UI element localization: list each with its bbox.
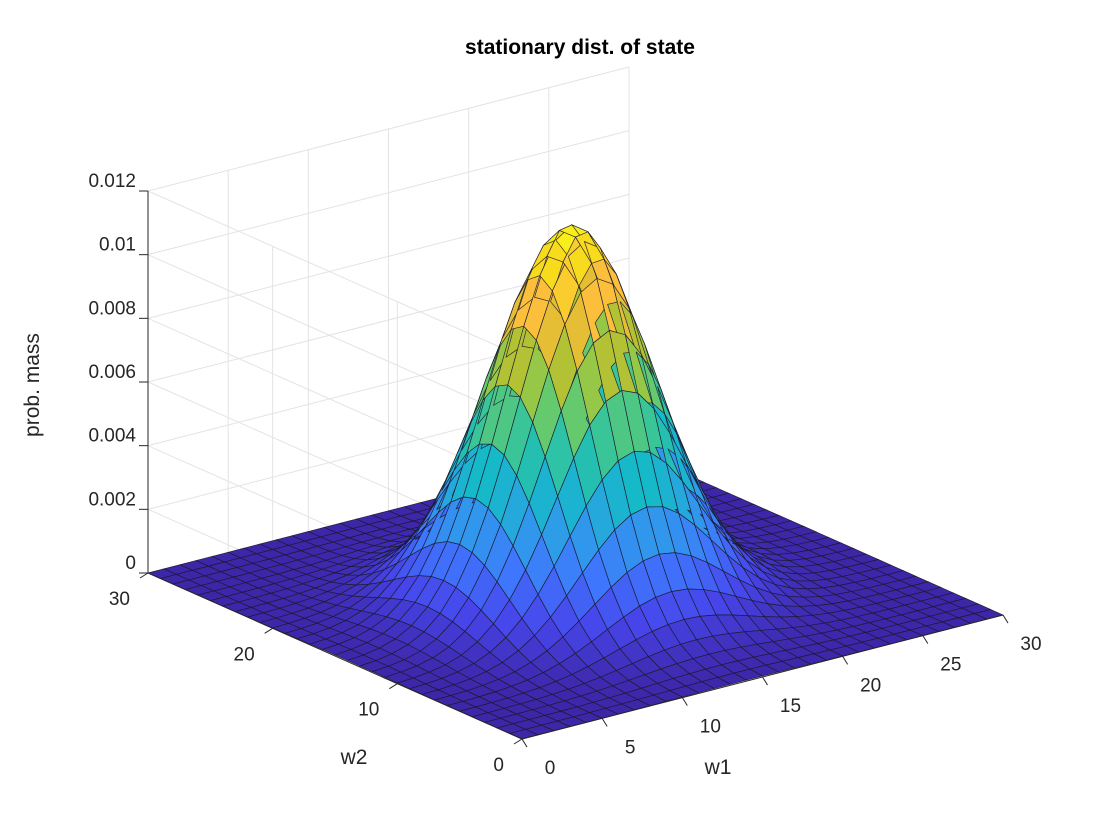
y-tick-label: 30 bbox=[109, 589, 130, 610]
grid-line bbox=[147, 193, 630, 319]
axes bbox=[139, 190, 1009, 748]
x-tick-label: 25 bbox=[940, 655, 961, 676]
chart-title: stationary dist. of state bbox=[465, 36, 695, 59]
grid-line bbox=[147, 130, 630, 256]
y-tick-label: 20 bbox=[234, 644, 255, 665]
tick-labels: 0 0.002 0.004 0.006 0.008 0.01 0.012 0 5 10 15 20 25… bbox=[88, 171, 1041, 779]
y-tick-label: 10 bbox=[358, 700, 379, 721]
z-axis-label: prob. mass bbox=[21, 333, 44, 437]
grid-line bbox=[147, 66, 630, 192]
x-tick bbox=[681, 697, 688, 706]
x-tick-label: 30 bbox=[1020, 634, 1041, 655]
grid-line bbox=[147, 190, 523, 358]
z-tick-label: 0.01 bbox=[99, 235, 136, 256]
x-tick-label: 5 bbox=[625, 737, 636, 758]
y-tick bbox=[389, 683, 398, 690]
surface bbox=[146, 224, 1005, 740]
y-tick bbox=[139, 572, 149, 579]
x-tick bbox=[601, 718, 608, 727]
z-tick-label: 0.002 bbox=[88, 489, 136, 510]
x-tick bbox=[842, 656, 849, 665]
x-tick bbox=[521, 738, 528, 748]
z-tick-label: 0.008 bbox=[88, 298, 136, 319]
x-tick bbox=[1002, 614, 1009, 624]
x-axis-label: w1 bbox=[704, 756, 732, 779]
y-tick bbox=[264, 627, 273, 634]
y-tick-label: 0 bbox=[493, 755, 504, 776]
x-tick-label: 15 bbox=[780, 696, 801, 717]
x-tick-label: 0 bbox=[545, 758, 556, 779]
y-tick bbox=[513, 738, 523, 745]
x-tick bbox=[922, 635, 929, 644]
y-axis-line bbox=[147, 572, 523, 740]
x-tick-label: 10 bbox=[700, 717, 721, 738]
x-tick bbox=[762, 676, 768, 686]
z-tick-label: 0.012 bbox=[88, 171, 136, 192]
z-tick-label: 0.004 bbox=[88, 426, 136, 447]
x-tick-label: 20 bbox=[860, 675, 881, 696]
z-tick-label: 0.006 bbox=[88, 362, 136, 383]
z-tick-label: 0 bbox=[125, 553, 136, 574]
grid-line bbox=[147, 254, 523, 422]
y-axis-label: w2 bbox=[340, 746, 368, 769]
